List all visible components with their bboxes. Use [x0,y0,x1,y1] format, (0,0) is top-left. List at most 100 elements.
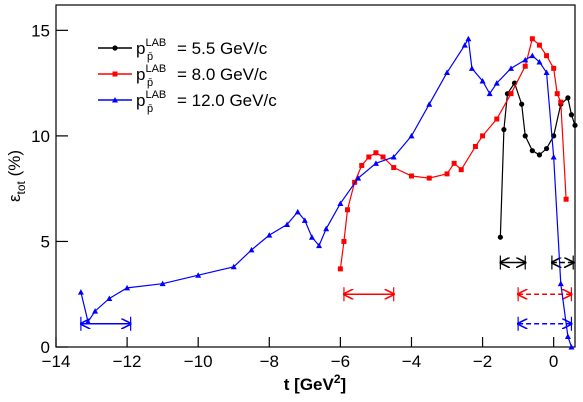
point [341,238,347,244]
point [408,173,414,179]
point [366,154,372,160]
point [106,295,113,301]
point [508,65,515,71]
point [472,143,478,149]
legend-sub: p̄ [147,51,153,63]
point [373,150,379,156]
point [550,154,557,160]
point [544,53,550,59]
point [458,167,464,173]
point [124,284,131,291]
legend-symbol: p [136,91,145,110]
point [266,232,273,238]
point [508,91,514,97]
point [519,101,525,107]
legend-label: pLAB p̄ = 8.0 GeV/c [136,63,268,89]
point [494,116,500,122]
point [444,171,450,177]
x-tick-label: −2 [473,352,492,371]
legend-sup: LAB [145,37,166,49]
point [112,45,118,51]
point [568,112,575,118]
y-label-sub: tot [14,180,28,194]
legend-symbol: p [136,39,145,58]
point [465,35,472,42]
point [551,65,557,71]
point [536,59,543,65]
point [380,154,386,160]
point [543,69,550,76]
point [493,80,500,86]
point [337,266,343,272]
point [344,207,350,213]
x-tick-label: −14 [42,352,71,371]
legend-label: pLAB p̄ = 12.0 GeV/c [136,89,277,115]
point [112,71,118,77]
point [479,78,486,84]
point [308,234,315,240]
point [316,242,323,249]
point [294,208,301,215]
point [323,225,330,232]
x-label-sup: 2 [334,372,341,386]
point [536,152,543,158]
legend-name: = 5.5 GeV/c [177,39,268,58]
legend-name: = 12.0 GeV/c [177,91,277,110]
x-tick-label: 0 [549,352,558,371]
point [522,63,528,69]
point [359,162,365,168]
point [284,221,291,228]
point [451,160,457,166]
point [468,65,475,71]
x-tick-label: −8 [260,352,279,371]
point [501,126,507,133]
point [426,101,433,107]
plot-frame [55,4,576,348]
legend-sub: p̄ [147,103,153,115]
point [554,91,560,97]
point [497,234,503,240]
point [444,69,451,76]
y-tick-label: 5 [41,232,50,251]
point [565,95,571,101]
point [480,133,486,139]
point [522,133,528,139]
point [337,200,344,206]
x-tick-label: −6 [331,352,350,371]
point [558,99,564,105]
point [572,122,578,128]
point [301,217,308,223]
point [536,42,542,48]
x-tick-label: −10 [184,352,213,371]
point [355,175,362,181]
x-tick-label: −12 [113,352,142,371]
legend-label: pLAB p̄ = 5.5 GeV/c [136,37,268,63]
point [461,42,468,48]
point [77,289,84,295]
legend-sup: LAB [145,63,166,75]
point [390,154,397,160]
point [372,160,379,166]
point [529,52,536,59]
x-label-text: t [GeV [284,375,335,394]
x-axis-label: t [GeV2] [284,372,346,394]
y-label-after: (%) [5,150,24,181]
point [543,145,550,152]
point [486,90,493,97]
x-label-after: ] [341,375,347,394]
point [84,318,91,325]
legend-sup: LAB [145,89,166,101]
legend-name: = 8.0 GeV/c [177,65,268,84]
point [426,175,432,181]
point [92,308,99,314]
point [159,280,166,287]
point [529,148,535,154]
legend-sub: p̄ [147,77,153,89]
point [112,97,118,103]
y-tick-label: 15 [31,21,50,40]
point [522,56,529,63]
point [230,263,237,270]
point [557,280,564,287]
point [391,165,397,171]
